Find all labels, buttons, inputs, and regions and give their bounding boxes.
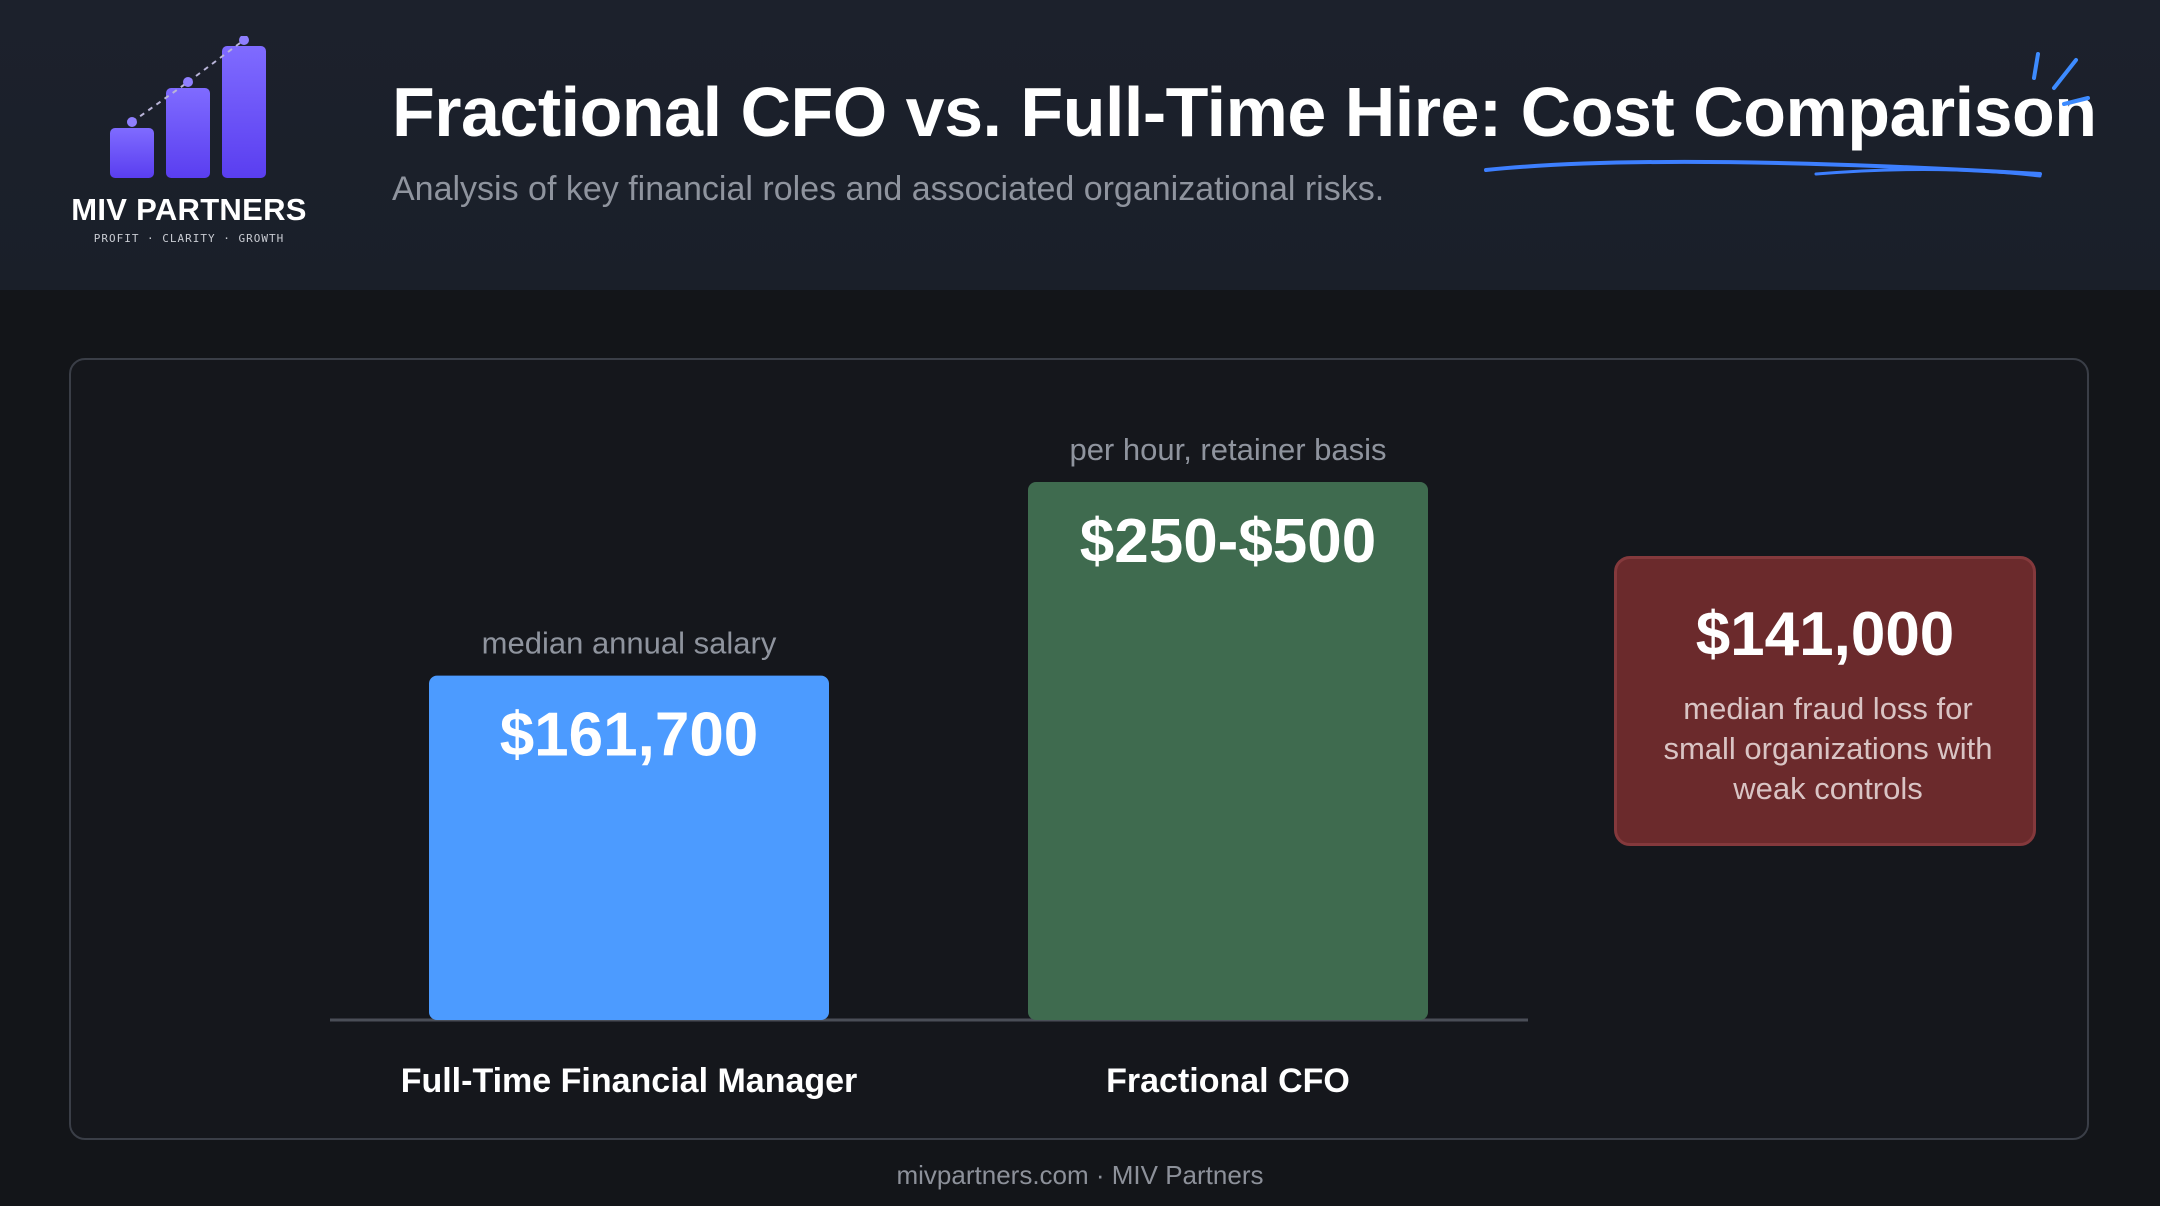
bar-value-label: $250-$500 <box>1080 507 1377 576</box>
page-title: Fractional CFO vs. Full-Time Hire: Cost … <box>392 73 2097 151</box>
bar-note-label: median annual salary <box>482 626 777 661</box>
fraud-risk-callout: $141,000 median fraud loss for small org… <box>1614 556 2036 846</box>
bar-chart-logo-icon <box>110 36 266 178</box>
bar-note-label: per hour, retainer basis <box>1069 432 1386 467</box>
brand-tagline: PROFIT · CLARITY · GROWTH <box>93 232 285 245</box>
bar-0 <box>429 675 829 1020</box>
sparkle-icon <box>2032 52 2090 106</box>
bar-1 <box>1028 482 1428 1020</box>
header-bar: MIV PARTNERS PROFIT · CLARITY · GROWTH F… <box>0 0 2160 290</box>
page-subtitle: Analysis of key financial roles and asso… <box>392 170 1385 208</box>
category-label: Full-Time Financial Manager <box>401 1062 858 1100</box>
footer-text: mivpartners.com · MIV Partners <box>896 1160 1264 1190</box>
brand-logo: MIV PARTNERS PROFIT · CLARITY · GROWTH <box>64 36 314 256</box>
title-underline-swoosh <box>1484 159 2042 178</box>
callout-description: median fraud loss for small organization… <box>1663 691 1993 806</box>
callout-value: $141,000 <box>1695 600 1955 669</box>
category-label: Fractional CFO <box>1106 1062 1350 1100</box>
bar-value-label: $161,700 <box>500 701 759 770</box>
brand-name: MIV PARTNERS <box>71 192 307 227</box>
